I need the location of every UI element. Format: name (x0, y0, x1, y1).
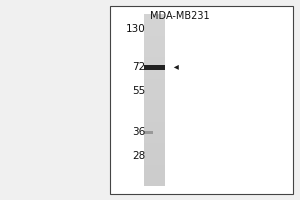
Bar (144, 173, 165, 177)
Bar (144, 14, 165, 18)
Bar (144, 151, 165, 156)
Text: 28: 28 (132, 151, 146, 161)
Text: 72: 72 (132, 62, 146, 72)
Bar (144, 130, 165, 134)
Bar (144, 156, 165, 160)
Bar (110, 6, 292, 194)
Bar (144, 27, 165, 31)
Bar (144, 160, 165, 164)
Bar (144, 164, 165, 169)
Bar (144, 78, 165, 83)
Bar (144, 65, 165, 70)
Bar (144, 39, 165, 44)
Bar (144, 82, 165, 87)
Text: 55: 55 (132, 86, 146, 96)
Bar (144, 138, 165, 143)
Bar (144, 143, 165, 147)
Bar (144, 44, 165, 48)
Bar (144, 121, 165, 126)
Bar (144, 35, 165, 40)
Bar (144, 74, 165, 79)
Bar (144, 112, 165, 117)
Bar (144, 18, 165, 23)
Bar (144, 108, 165, 113)
Bar (144, 117, 165, 122)
Bar (144, 147, 165, 152)
Bar (144, 48, 165, 53)
Bar (144, 91, 165, 96)
Bar (144, 61, 165, 66)
Bar (144, 181, 165, 186)
Bar (144, 70, 165, 74)
Bar (144, 131, 153, 134)
Text: 130: 130 (126, 24, 146, 34)
Bar (144, 168, 165, 173)
Bar (144, 125, 165, 130)
Bar (144, 95, 165, 100)
Bar (144, 31, 165, 36)
Bar (144, 134, 165, 139)
Bar (144, 104, 165, 109)
Bar (144, 177, 165, 182)
Bar (144, 52, 165, 57)
Bar (144, 22, 165, 27)
Bar (144, 57, 165, 61)
Text: MDA-MB231: MDA-MB231 (150, 11, 210, 21)
Bar (144, 100, 165, 104)
Bar (144, 87, 165, 91)
Text: 36: 36 (132, 127, 146, 137)
Bar (144, 65, 165, 70)
